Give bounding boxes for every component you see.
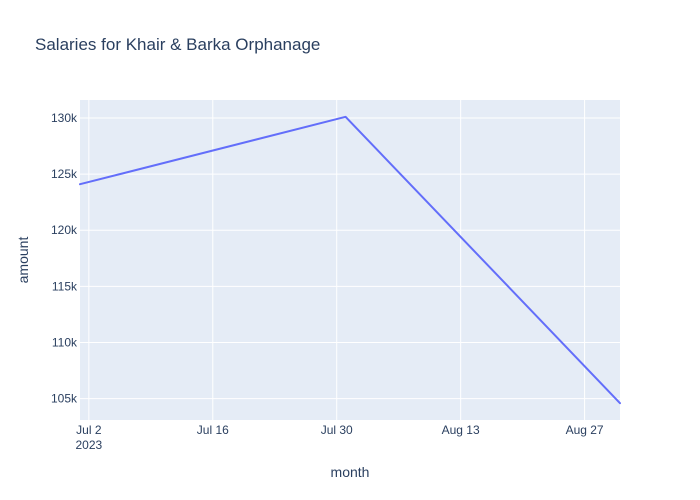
y-tick-label: 105k bbox=[51, 392, 78, 406]
y-tick-label: 115k bbox=[52, 279, 78, 293]
grid-lines bbox=[80, 100, 620, 420]
y-tick-label: 110k bbox=[52, 336, 78, 350]
x-tick-label: Jul 30 bbox=[321, 423, 353, 437]
x-tick-label: Aug 13 bbox=[442, 423, 480, 437]
x-tick-label: Jul 16 bbox=[197, 423, 229, 437]
y-tick-label: 130k bbox=[51, 111, 78, 125]
plot-area bbox=[80, 100, 620, 420]
y-axis-ticks: 105k 110k 115k 120k 125k 130k bbox=[51, 111, 78, 406]
series-layer bbox=[79, 115, 621, 405]
chart-title: Salaries for Khair & Barka Orphanage bbox=[35, 35, 320, 54]
series-line-amount bbox=[79, 115, 621, 405]
x-axis-title: month bbox=[331, 464, 370, 480]
x-tick-label: Jul 2 bbox=[76, 423, 102, 437]
y-tick-label: 120k bbox=[51, 223, 78, 237]
x-tick-year-label: 2023 bbox=[76, 438, 103, 452]
x-tick-label: Aug 27 bbox=[566, 423, 604, 437]
y-tick-label: 125k bbox=[51, 167, 78, 181]
y-axis-title: amount bbox=[15, 237, 31, 284]
